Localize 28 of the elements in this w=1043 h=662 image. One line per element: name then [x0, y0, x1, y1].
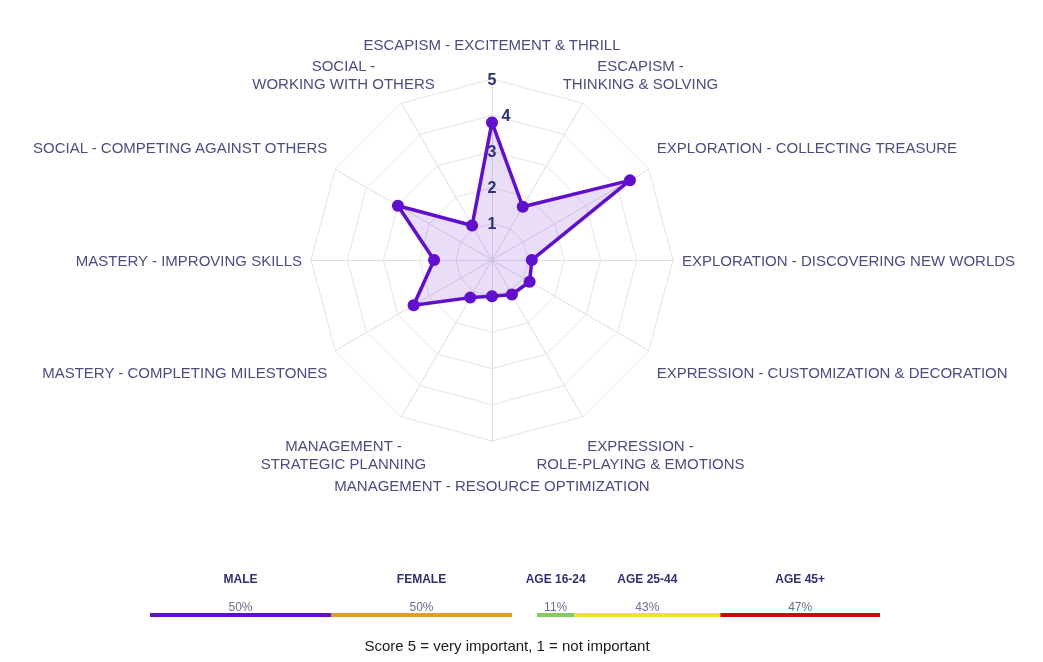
data-label: 47%: [788, 600, 813, 614]
data-label: 11%: [544, 600, 568, 614]
spoke-label: ESCAPISM - THINKING & SOLVING: [562, 56, 719, 92]
text: AGE 45+: [775, 572, 826, 586]
spoke-label: MANAGEMENT - RESOURCE OPTIMIZATION: [334, 476, 650, 494]
spoke-label: EXPRESSION - CUSTOMIZATION & DECORATION: [656, 364, 1008, 381]
spoke-label: SOCIAL - WORKING WITH OTHERS: [252, 56, 435, 92]
spoke-label: EXPLORATION - COLLECTING TREASURE: [656, 139, 958, 156]
data-label: 50%: [228, 600, 253, 614]
data-label: 50%: [409, 600, 434, 614]
spoke-label: EXPLORATION - DISCOVERING NEW WORLDS: [682, 251, 1016, 269]
spoke-label: MANAGEMENT - STRATEGIC PLANNING: [260, 437, 427, 473]
spoke-label: ESCAPISM - EXCITEMENT & THRILL: [363, 35, 621, 53]
text: AGE 16-24: [525, 572, 587, 586]
y-tick-label: 2: [487, 179, 497, 197]
y-tick-label: 4: [501, 106, 511, 124]
spoke-label: MASTERY - IMPROVING SKILLS: [75, 251, 302, 269]
data-label: 43%: [635, 600, 660, 614]
y-tick-label: 3: [487, 142, 497, 160]
y-tick-label: 1: [487, 215, 497, 233]
spoke-label: SOCIAL - COMPETING AGAINST OTHERS: [33, 139, 328, 156]
text: MALE: [223, 572, 258, 586]
spoke-label: EXPRESSION - ROLE-PLAYING & EMOTIONS: [536, 437, 745, 473]
text: FEMALE: [396, 572, 447, 586]
text: Score 5 = very important, 1 = not important: [364, 636, 651, 654]
spoke-label: MASTERY - COMPLETING MILESTONES: [42, 364, 328, 381]
text: AGE 25-44: [617, 572, 678, 586]
y-tick-label: 5: [487, 70, 497, 88]
